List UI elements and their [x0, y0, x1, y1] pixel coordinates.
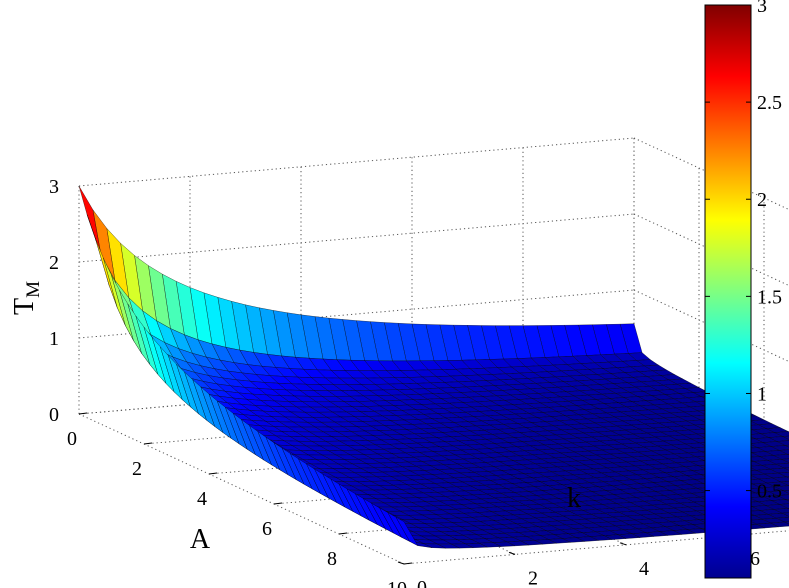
x-tick-label: 0: [67, 428, 77, 450]
colorbar: 0.5 1 1.5 2 2.5 3: [704, 0, 782, 579]
x-tick-label: 4: [197, 488, 207, 510]
colorbar-tick-label: 1: [757, 383, 767, 405]
y-axis-label: k: [567, 483, 581, 514]
colorbar-tick-label: 1.5: [757, 286, 782, 308]
surface-mesh: [78, 185, 789, 549]
colorbar-tick-label: 2: [757, 189, 767, 211]
z-tick-label: 2: [49, 252, 59, 274]
y-tick-label: 4: [639, 558, 649, 580]
z-tick-label: 3: [49, 176, 59, 198]
x-tick-label: 8: [327, 548, 337, 570]
y-tick-label: 2: [528, 567, 538, 588]
surface-patch: [395, 516, 419, 547]
z-tick-label: 0: [49, 404, 59, 426]
z-axis-label-subscript: M: [23, 281, 44, 298]
svg-text:TM: TM: [9, 281, 44, 315]
colorbar-tick-label: 3: [757, 0, 767, 17]
x-axis-label: A: [190, 524, 211, 555]
colorbar-tick-label: 0.5: [757, 481, 782, 503]
z-tick-label: 1: [49, 328, 59, 350]
x-tick-label: 10: [387, 578, 407, 588]
z-axis-label-main: T: [9, 298, 40, 315]
x-tick-label: 6: [262, 518, 272, 540]
z-axis-label: TM: [9, 281, 44, 315]
y-tick-label: 6: [750, 548, 760, 570]
colorbar-gradient: [705, 5, 751, 578]
colorbar-frame: [704, 4, 752, 579]
colorbar-tick-label: 2.5: [757, 92, 782, 114]
x-tick-label: 2: [132, 458, 142, 480]
y-tick-label: 0: [417, 577, 427, 588]
